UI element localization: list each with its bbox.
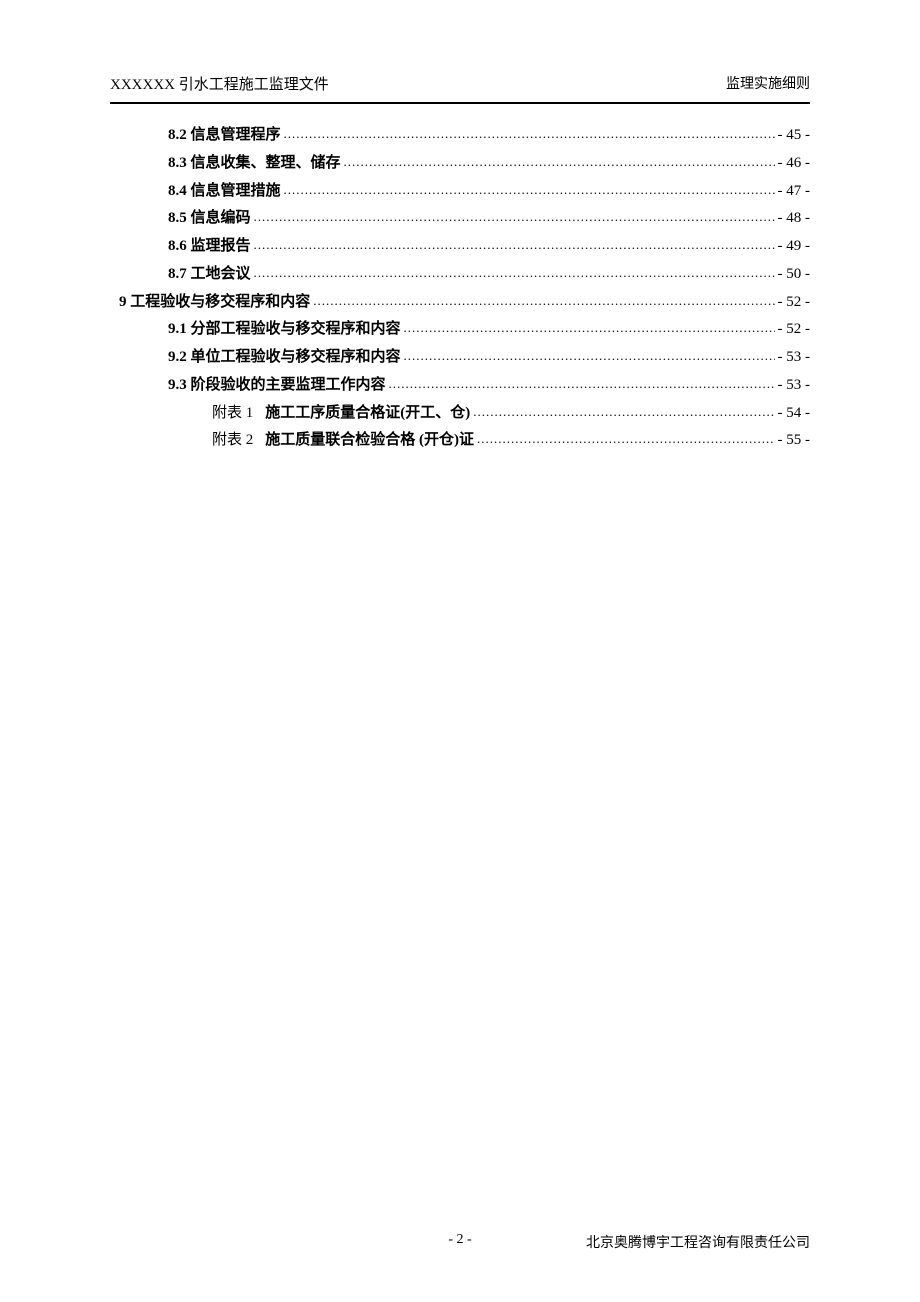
toc-dot-leader [404,344,775,368]
toc-entry-label: 9 工程验收与移交程序和内容 [119,289,310,317]
toc-page-number: - 50 - [778,261,811,289]
toc-entry: 附表 1 施工工序质量合格证(开工、仓) - 54 - [110,400,810,428]
toc-entry-label: 8.6 监理报告 [168,233,251,261]
toc-entry: 8.5 信息编码 - 48 - [110,205,810,233]
toc-entry: 9.1 分部工程验收与移交程序和内容 - 52 - [110,316,810,344]
footer-company: 北京奥腾博宇工程咨询有限责任公司 [586,1232,810,1252]
toc-dot-leader [473,400,774,424]
toc-entry-label: 附表 1 施工工序质量合格证(开工、仓) [212,400,470,428]
header-divider [110,102,810,104]
page-number: - 2 - [448,1232,471,1248]
toc-entry-label: 9.3 阶段验收的主要监理工作内容 [168,372,386,400]
toc-dot-leader [284,122,775,146]
toc-entry: 8.4 信息管理措施 - 47 - [110,178,810,206]
toc-page-number: - 55 - [778,427,811,455]
table-of-contents: 8.2 信息管理程序 - 45 -8.3 信息收集、整理、储存 - 46 -8.… [110,122,810,455]
toc-entry: 8.6 监理报告 - 49 - [110,233,810,261]
toc-dot-leader [404,316,775,340]
toc-entry: 9.2 单位工程验收与移交程序和内容 - 53 - [110,344,810,372]
toc-page-number: - 53 - [778,372,811,400]
toc-entry-number: 8.5 [168,210,187,226]
toc-dot-leader [313,289,774,313]
toc-entry-label: 8.3 信息收集、整理、储存 [168,150,341,178]
toc-appendix-prefix: 附表 2 [212,432,253,448]
toc-entry-number: 9.2 [168,349,187,365]
toc-entry: 9 工程验收与移交程序和内容 - 52 - [110,289,810,317]
toc-dot-leader [477,427,774,451]
toc-entry-number: 8.7 [168,266,187,282]
toc-entry-number: 8.2 [168,127,187,143]
toc-page-number: - 47 - [778,178,811,206]
toc-dot-leader [344,150,775,174]
toc-entry-number: 8.4 [168,183,187,199]
toc-entry: 8.2 信息管理程序 - 45 - [110,122,810,150]
toc-entry: 8.3 信息收集、整理、储存 - 46 - [110,150,810,178]
toc-entry: 8.7 工地会议 - 50 - [110,261,810,289]
toc-entry-label: 8.4 信息管理措施 [168,178,281,206]
toc-dot-leader [254,261,775,285]
toc-page-number: - 52 - [778,289,811,317]
toc-entry-label: 8.2 信息管理程序 [168,122,281,150]
toc-dot-leader [254,205,775,229]
page-header: XXXXXX 引水工程施工监理文件 监理实施细则 [110,73,810,94]
toc-page-number: - 45 - [778,122,811,150]
toc-entry-number: 9.1 [168,321,187,337]
toc-page-number: - 53 - [778,344,811,372]
header-right-text: 监理实施细则 [726,73,810,94]
document-page: XXXXXX 引水工程施工监理文件 监理实施细则 8.2 信息管理程序 - 45… [0,0,920,1302]
toc-entry-title: 施工工序质量合格证(开工、仓) [265,405,470,421]
toc-entry-label: 9.2 单位工程验收与移交程序和内容 [168,344,401,372]
toc-entry-label: 8.7 工地会议 [168,261,251,289]
toc-dot-leader [389,372,775,396]
toc-entry-number: 9.3 [168,377,187,393]
toc-entry-label: 9.1 分部工程验收与移交程序和内容 [168,316,401,344]
toc-dot-leader [284,178,775,202]
toc-entry-title: 施工质量联合检验合格 (开仓)证 [265,432,474,448]
toc-page-number: - 54 - [778,400,811,428]
toc-appendix-prefix: 附表 1 [212,405,253,421]
toc-entry: 附表 2 施工质量联合检验合格 (开仓)证 - 55 - [110,427,810,455]
toc-entry-number: 8.6 [168,238,187,254]
toc-page-number: - 48 - [778,205,811,233]
toc-page-number: - 46 - [778,150,811,178]
toc-entry-number: 8.3 [168,155,187,171]
page-footer: - 2 - 北京奥腾博宇工程咨询有限责任公司 [0,1232,920,1252]
toc-page-number: - 52 - [778,316,811,344]
toc-entry: 9.3 阶段验收的主要监理工作内容 - 53 - [110,372,810,400]
toc-entry-label: 8.5 信息编码 [168,205,251,233]
toc-dot-leader [254,233,775,257]
toc-entry-label: 附表 2 施工质量联合检验合格 (开仓)证 [212,427,474,455]
toc-entry-number: 9 [119,294,127,310]
toc-page-number: - 49 - [778,233,811,261]
header-left-text: XXXXXX 引水工程施工监理文件 [110,73,329,94]
